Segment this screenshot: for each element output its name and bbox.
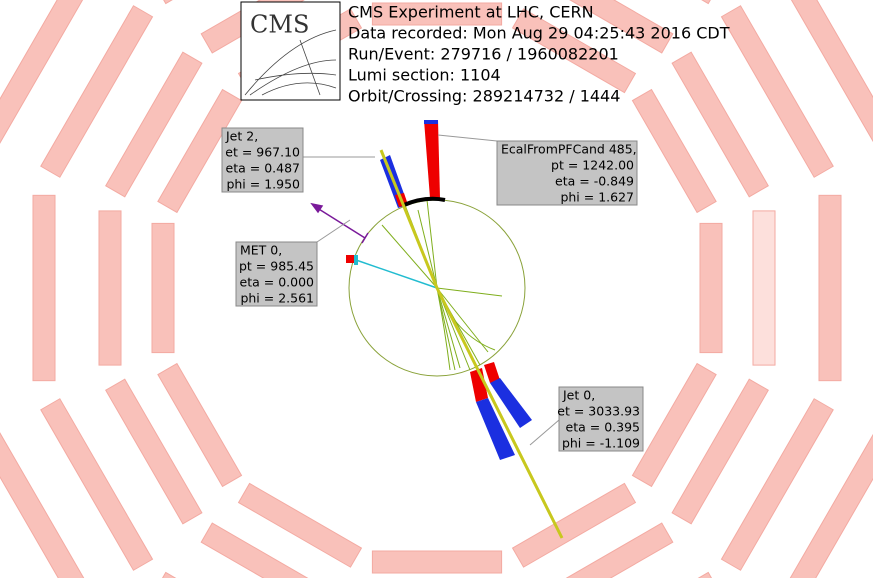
muon-chamber [0, 0, 102, 158]
leader-line [529, 419, 560, 446]
label-line: eta = 0.487 [226, 161, 300, 176]
muon-chamber [527, 0, 674, 54]
tower [346, 255, 354, 263]
muon-chamber [720, 5, 834, 178]
muon-chamber [511, 482, 637, 568]
muon-chamber [772, 0, 873, 158]
label-line: phi = 1.950 [226, 177, 300, 192]
jet-0-axis [435, 287, 564, 539]
muon-chamber [720, 398, 834, 571]
label-line: eta = 0.395 [566, 420, 640, 435]
label-line: eta = 0.000 [240, 275, 315, 290]
muon-chamber [671, 378, 769, 525]
header-line: Orbit/Crossing: 289214732 / 1444 [348, 87, 620, 106]
met-arrow [310, 202, 369, 244]
tower [354, 255, 358, 265]
muon-chamber [151, 222, 175, 354]
muon-chamber [631, 88, 717, 214]
muon-chamber [371, 2, 503, 26]
muon-chamber [699, 222, 723, 354]
muon-chamber [772, 418, 873, 578]
muon-chamber [98, 210, 122, 366]
header-line: Data recorded: Mon Aug 29 04:25:43 2016 … [348, 24, 730, 43]
leader-line [437, 134, 498, 142]
muon-chamber [237, 482, 363, 568]
jet-2-axis [379, 149, 439, 289]
muon-chamber [527, 522, 674, 578]
header-line: CMS Experiment at LHC, CERN [348, 3, 594, 22]
muon-chamber [371, 550, 503, 574]
label-title: MET 0, [240, 243, 282, 258]
label-box [221, 127, 304, 193]
muon-chamber [157, 88, 243, 214]
header-line: Run/Event: 279716 / 1960082201 [348, 45, 619, 64]
logo-art [244, 29, 337, 96]
label-line: eta = -0.849 [555, 174, 634, 189]
muon-chamber [752, 210, 776, 366]
muon-chamber [0, 418, 102, 578]
muon-chamber [32, 194, 56, 382]
label-line: pt = 985.45 [239, 259, 314, 274]
muon-chamber [818, 194, 842, 382]
muon-chamber [200, 522, 347, 578]
label-line: phi = 1.627 [560, 190, 634, 205]
tracks [381, 199, 503, 371]
muon-chamber [40, 5, 154, 178]
leader-line [316, 219, 351, 243]
muon-chamber [105, 51, 203, 198]
label-box [235, 241, 318, 307]
label-title: Jet 0, [562, 388, 595, 403]
muon-chamber [157, 362, 243, 488]
muon-chamber [631, 362, 717, 488]
met-track [355, 259, 438, 289]
muon-chamber [40, 398, 154, 571]
label-title: Jet 2, [225, 129, 258, 144]
label-line: phi = -1.109 [562, 436, 640, 451]
muon-chamber [511, 8, 637, 94]
label-title: EcalFromPFCand 485, [501, 142, 637, 157]
header-line: Lumi section: 1104 [348, 66, 501, 85]
muon-chamber [671, 51, 769, 198]
label-box [496, 140, 638, 206]
logo-text: CMS [250, 11, 309, 39]
muon-chamber [105, 378, 203, 525]
label-line: phi = 2.561 [240, 291, 314, 306]
label-box [558, 386, 644, 452]
header: CMS CMS Experiment at LHC, CERN Data reco… [240, 1, 730, 106]
label-line: et = 967.10 [225, 145, 300, 160]
label-line: et = 3033.93 [557, 404, 640, 419]
label-line: pt = 1242.00 [551, 158, 634, 173]
